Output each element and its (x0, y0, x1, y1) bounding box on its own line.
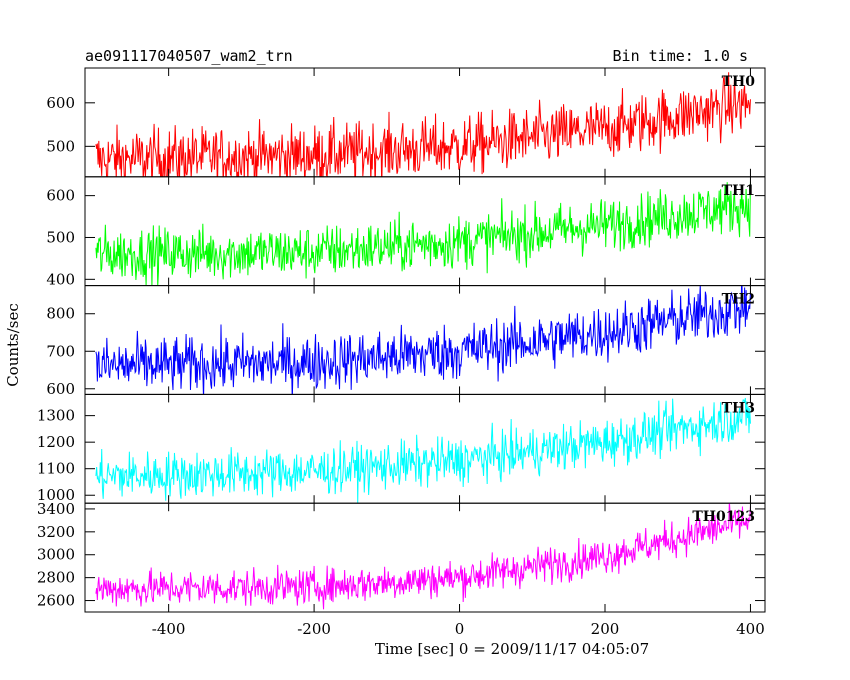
panel-th0123: 2600 2800 3000 3200 3400 TH0123 (37, 500, 766, 613)
panel-th2: 600 700 800 TH2 (46, 285, 766, 398)
y-tick-label: 800 (46, 305, 75, 323)
y-tick-label: 1200 (37, 433, 75, 451)
y-tick-label: 600 (46, 380, 75, 398)
series-label: TH0123 (692, 509, 755, 525)
series-label: TH1 (722, 183, 755, 199)
y-tick-label: 700 (46, 342, 75, 360)
y-tick-label: 3200 (37, 523, 75, 541)
x-tick-label: -200 (297, 620, 331, 638)
series-label: TH3 (722, 400, 755, 416)
x-tick-label: -400 (152, 620, 186, 638)
panel-th1: 400 500 600 TH1 (46, 176, 766, 288)
y-tick-label: 500 (46, 137, 75, 155)
y-tick-label: 1100 (37, 460, 75, 478)
series-th3 (95, 397, 751, 504)
y-tick-label: 1000 (37, 486, 75, 504)
panel-th3: 1000 1100 1200 1300 TH3 (37, 393, 766, 504)
chart-title: ae091117040507_wam2_trn (85, 47, 293, 65)
y-axis-label: Counts/sec (4, 303, 22, 387)
panel-frame (84, 393, 766, 504)
series-th0123 (95, 503, 751, 610)
panel-frame (84, 176, 766, 287)
y-tick-label: 2600 (37, 592, 75, 610)
x-tick-label: 400 (736, 620, 765, 638)
y-tick-label: 2800 (37, 569, 75, 587)
y-tick-label: 600 (46, 94, 75, 112)
series-label: TH2 (722, 292, 755, 308)
y-tick-label: 500 (46, 228, 75, 246)
y-tick-label: 1300 (37, 407, 75, 425)
y-tick-label: 600 (46, 187, 75, 205)
series-th2 (95, 285, 751, 395)
series-th1 (95, 181, 751, 286)
x-axis-label: Time [sec] 0 = 2009/11/17 04:05:07 (375, 640, 649, 658)
x-tick-label: 0 (455, 620, 465, 638)
panels-group: 500 600 TH0 400 500 600 TH1 600 700 800 TH2 1000 110… (37, 67, 766, 638)
series-th0 (95, 72, 751, 177)
bin-time-label: Bin time: 1.0 s (613, 47, 748, 65)
series-label: TH0 (722, 74, 756, 90)
y-tick-label: 3000 (37, 546, 75, 564)
y-tick-label: 400 (46, 270, 75, 288)
panel-th0: 500 600 TH0 (46, 67, 766, 178)
panel-frame (84, 502, 766, 613)
panel-frame (84, 285, 766, 395)
y-tick-label: 3400 (37, 500, 75, 518)
x-tick-label: 200 (591, 620, 620, 638)
